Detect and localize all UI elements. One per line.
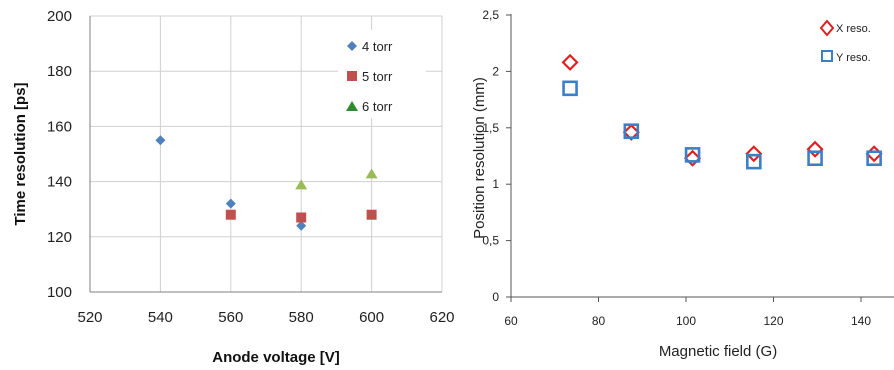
point-Y-reso — [746, 153, 762, 170]
left-y-tick-labels: 100 120 140 160 180 200 — [47, 8, 72, 301]
legend-4torr-marker — [347, 41, 357, 51]
left-y-tick-label: 140 — [47, 174, 72, 191]
point-X-reso — [684, 149, 702, 167]
legend-5torr-label: 5 torr — [362, 69, 393, 84]
left-x-tick-label: 540 — [148, 309, 173, 326]
point-Y-reso — [866, 150, 882, 167]
legend-y-reso-label: Y reso. — [836, 52, 871, 64]
legend-4torr-label: 4 torr — [362, 39, 393, 54]
right-x-tick-label: 60 — [504, 314, 518, 328]
right-x-tick-label: 140 — [851, 314, 871, 328]
point-Y-reso — [562, 80, 578, 97]
right-y-tick-labels: 0 0,5 1 1,5 2 2,5 — [482, 8, 499, 304]
right-y-tick-label: 2 — [492, 64, 499, 78]
right-x-tick-labels: 60 80 100 120 140 — [504, 297, 871, 328]
right-x-axis-title: Magnetic field (G) — [659, 343, 777, 360]
legend-6torr-marker — [346, 101, 358, 111]
legend-y-reso-marker — [821, 50, 833, 62]
point-X-reso — [561, 53, 579, 71]
left-x-tick-labels: 520 540 560 580 600 620 — [77, 309, 454, 326]
right-x-tick-label: 80 — [592, 314, 606, 328]
point-X-reso — [622, 123, 640, 141]
left-y-tick-label: 160 — [47, 118, 72, 135]
left-y-axis-title: Time resolution [ps] — [12, 82, 29, 225]
left-y-tick-label: 200 — [47, 8, 72, 25]
left-y-tick-label: 100 — [47, 284, 72, 301]
right-y-tick-label: 0 — [492, 290, 499, 304]
point-5-torr — [366, 209, 377, 220]
legend-6torr-label: 6 torr — [362, 99, 393, 114]
position-resolution-chart: 60 80 100 120 140 0 0,5 1 1,5 2 2,5 X reso. Y res… — [471, 8, 894, 360]
point-5-torr — [296, 212, 307, 223]
right-data-points — [561, 53, 883, 170]
point-4-torr — [225, 198, 236, 209]
right-y-tick-label: 0,5 — [482, 234, 499, 248]
right-legend: X reso. Y reso. — [819, 19, 871, 64]
left-axes — [89, 16, 442, 293]
point-6-torr — [295, 179, 308, 190]
left-x-tick-label: 580 — [289, 309, 314, 326]
point-5-torr — [225, 209, 236, 220]
right-x-tick-label: 120 — [763, 314, 783, 328]
point-Y-reso — [623, 123, 640, 139]
point-6-torr — [365, 168, 378, 179]
point-4-torr — [296, 220, 307, 231]
left-legend: 4 torr 5 torr 6 torr — [338, 30, 426, 118]
point-X-reso — [865, 145, 883, 163]
left-x-tick-label: 520 — [77, 309, 102, 326]
left-x-tick-label: 620 — [429, 309, 454, 326]
right-y-tick-label: 2,5 — [482, 8, 499, 22]
point-Y-reso — [807, 150, 823, 167]
legend-5torr-marker — [347, 71, 357, 81]
point-X-reso — [745, 145, 763, 163]
legend-x-reso-label: X reso. — [836, 23, 871, 35]
right-y-tick-label: 1 — [492, 177, 499, 191]
point-X-reso — [806, 140, 824, 158]
point-Y-reso — [684, 147, 701, 163]
legend-x-reso-marker — [819, 19, 835, 37]
right-y-axis-title: Position resolution (mm) — [471, 77, 488, 239]
left-x-tick-label: 560 — [218, 309, 243, 326]
left-data-points — [155, 135, 378, 231]
left-y-tick-label: 180 — [47, 63, 72, 80]
left-x-tick-label: 600 — [359, 309, 384, 326]
time-resolution-chart: 520 540 560 580 600 620 100 120 140 160 180 200 4 … — [12, 8, 455, 366]
left-x-axis-title: Anode voltage [V] — [212, 349, 340, 366]
right-y-tick-label: 1,5 — [482, 121, 499, 135]
right-y-tick-marks — [506, 14, 511, 298]
left-y-tick-label: 120 — [47, 229, 72, 246]
right-x-tick-label: 100 — [676, 314, 696, 328]
right-axes — [510, 14, 894, 298]
point-4-torr — [155, 135, 166, 146]
